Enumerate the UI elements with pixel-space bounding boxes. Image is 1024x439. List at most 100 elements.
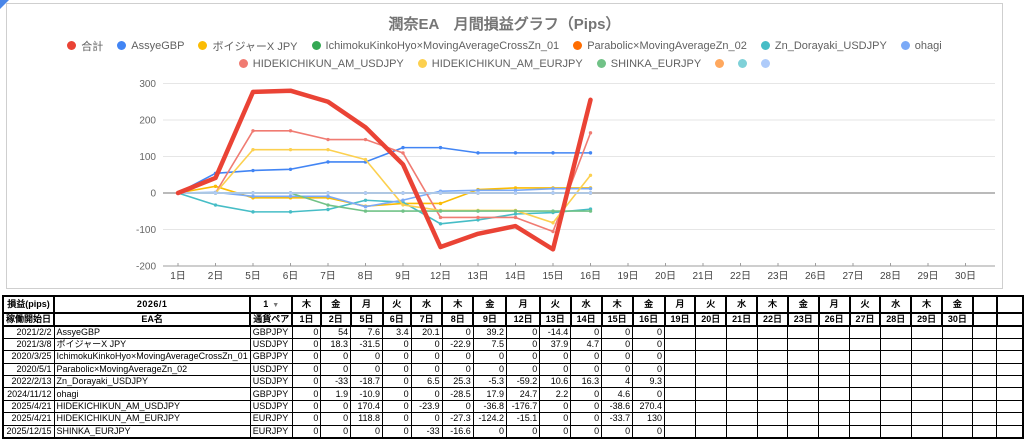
- day-value-cell[interactable]: [756, 362, 789, 377]
- pair-cell[interactable]: GBPJPY: [249, 387, 293, 401]
- empty-cell[interactable]: [972, 325, 998, 339]
- day-value-cell[interactable]: [879, 399, 912, 414]
- pair-cell[interactable]: EURJPY: [249, 412, 293, 426]
- day-header-cell[interactable]: 6日: [381, 312, 413, 327]
- day-value-cell[interactable]: [910, 325, 943, 339]
- day-header-cell[interactable]: 7日: [410, 312, 444, 327]
- day-value-cell[interactable]: [756, 337, 789, 352]
- day-value-cell[interactable]: [664, 350, 696, 364]
- day-header-cell[interactable]: 14日: [569, 312, 603, 327]
- day-value-cell[interactable]: [941, 375, 974, 389]
- day-value-cell[interactable]: 0: [570, 325, 603, 339]
- day-value-cell[interactable]: -23.9: [410, 399, 443, 414]
- day-value-cell[interactable]: -22.9: [441, 337, 474, 352]
- empty-cell[interactable]: [996, 337, 1024, 352]
- day-value-cell[interactable]: 0: [632, 387, 666, 401]
- empty-header-cell[interactable]: [995, 312, 1024, 327]
- weekday-header-cell[interactable]: 木: [291, 295, 322, 314]
- day-value-cell[interactable]: [664, 325, 696, 339]
- day-value-cell[interactable]: [694, 412, 727, 426]
- weekday-header-cell[interactable]: 火: [694, 295, 728, 314]
- weekday-header-cell[interactable]: 水: [725, 295, 759, 314]
- start-date-header[interactable]: 稼働開始日: [1, 312, 56, 327]
- empty-cell[interactable]: [972, 412, 998, 426]
- day-value-cell[interactable]: 0: [570, 412, 603, 426]
- ea-name-cell[interactable]: Zn_Dorayaki_USDJPY: [53, 375, 251, 389]
- empty-cell[interactable]: [996, 325, 1024, 339]
- empty-cell[interactable]: [972, 387, 998, 401]
- day-value-cell[interactable]: -27.3: [441, 412, 474, 426]
- day-value-cell[interactable]: [756, 350, 789, 364]
- day-value-cell[interactable]: [694, 337, 727, 352]
- day-value-cell[interactable]: [849, 362, 881, 377]
- embedded-chart[interactable]: 潤奈EA 月間損益グラフ（Pips） 合計 AssyeGBP ボイジャーX JPY I…: [6, 3, 1003, 289]
- day-value-cell[interactable]: 0: [441, 325, 474, 339]
- start-date-cell[interactable]: 2024/11/12: [2, 387, 55, 401]
- day-value-cell[interactable]: 170.4: [350, 399, 383, 414]
- day-header-cell[interactable]: 30日: [941, 312, 974, 327]
- day-value-cell[interactable]: [725, 375, 758, 389]
- weekday-header-cell[interactable]: 火: [848, 295, 882, 314]
- day-value-cell[interactable]: 0: [291, 362, 322, 377]
- day-value-cell[interactable]: 0: [570, 399, 603, 414]
- day-value-cell[interactable]: 0: [570, 387, 603, 401]
- weekday-header-cell[interactable]: 金: [941, 295, 974, 314]
- day-value-cell[interactable]: 16.3: [570, 375, 603, 389]
- day-value-cell[interactable]: 20.1: [410, 325, 443, 339]
- day-value-cell[interactable]: [879, 362, 912, 377]
- day-value-cell[interactable]: -14.4: [539, 325, 572, 339]
- day-value-cell[interactable]: [787, 337, 820, 352]
- day-value-cell[interactable]: 0: [410, 412, 443, 426]
- day-value-cell[interactable]: [725, 337, 758, 352]
- day-value-cell[interactable]: [694, 350, 727, 364]
- weekday-header-cell[interactable]: 月: [505, 295, 541, 314]
- day-value-cell[interactable]: -5.3: [472, 375, 507, 389]
- day-value-cell[interactable]: 0: [382, 412, 412, 426]
- day-value-cell[interactable]: [664, 362, 696, 377]
- day-value-cell[interactable]: 0: [320, 399, 352, 414]
- day-value-cell[interactable]: [725, 362, 758, 377]
- pair-cell[interactable]: GBPJPY: [249, 325, 293, 339]
- month-label[interactable]: 2026/1: [53, 295, 252, 314]
- ea-name-cell[interactable]: Parabolic×MovingAverageZn_02: [53, 362, 251, 377]
- day-value-cell[interactable]: 0: [382, 399, 412, 414]
- empty-cell[interactable]: [996, 387, 1024, 401]
- day-value-cell[interactable]: [879, 387, 912, 401]
- day-value-cell[interactable]: 0: [570, 362, 603, 377]
- day-value-cell[interactable]: [818, 362, 851, 377]
- day-value-cell[interactable]: 0: [320, 350, 352, 364]
- day-value-cell[interactable]: [756, 399, 789, 414]
- pair-cell[interactable]: USDJPY: [249, 362, 293, 377]
- day-value-cell[interactable]: 0: [505, 350, 541, 364]
- day-value-cell[interactable]: [849, 387, 881, 401]
- day-value-cell[interactable]: [725, 399, 758, 414]
- day-value-cell[interactable]: [664, 412, 696, 426]
- ea-name-cell[interactable]: AssyeGBP: [53, 325, 251, 339]
- day-value-cell[interactable]: [694, 325, 727, 339]
- day-value-cell[interactable]: [849, 350, 881, 364]
- weekday-header-cell[interactable]: 金: [631, 295, 666, 314]
- day-value-cell[interactable]: 0: [410, 350, 443, 364]
- empty-cell[interactable]: [972, 362, 998, 377]
- day-header-cell[interactable]: 1日: [291, 312, 322, 327]
- weekday-header-cell[interactable]: 月: [817, 295, 851, 314]
- weekday-header-cell[interactable]: 火: [381, 295, 413, 314]
- day-value-cell[interactable]: -28.5: [441, 387, 474, 401]
- day-value-cell[interactable]: 0: [382, 337, 412, 352]
- weekday-header-cell[interactable]: 木: [441, 295, 475, 314]
- empty-cell[interactable]: [996, 375, 1024, 389]
- empty-cell[interactable]: [972, 399, 998, 414]
- day-value-cell[interactable]: 7.6: [350, 325, 383, 339]
- start-date-cell[interactable]: 2021/2/2: [2, 325, 55, 339]
- day-header-cell[interactable]: 5日: [349, 312, 384, 327]
- day-value-cell[interactable]: [910, 362, 943, 377]
- day-value-cell[interactable]: 130: [632, 412, 666, 426]
- day-value-cell[interactable]: 0: [632, 325, 666, 339]
- day-value-cell[interactable]: [725, 350, 758, 364]
- day-value-cell[interactable]: 0: [382, 375, 412, 389]
- day-header-cell[interactable]: 13日: [538, 312, 572, 327]
- day-value-cell[interactable]: 0: [320, 362, 352, 377]
- day-value-cell[interactable]: 0: [350, 362, 383, 377]
- day-value-cell[interactable]: [818, 412, 851, 426]
- day-value-cell[interactable]: 0: [570, 350, 603, 364]
